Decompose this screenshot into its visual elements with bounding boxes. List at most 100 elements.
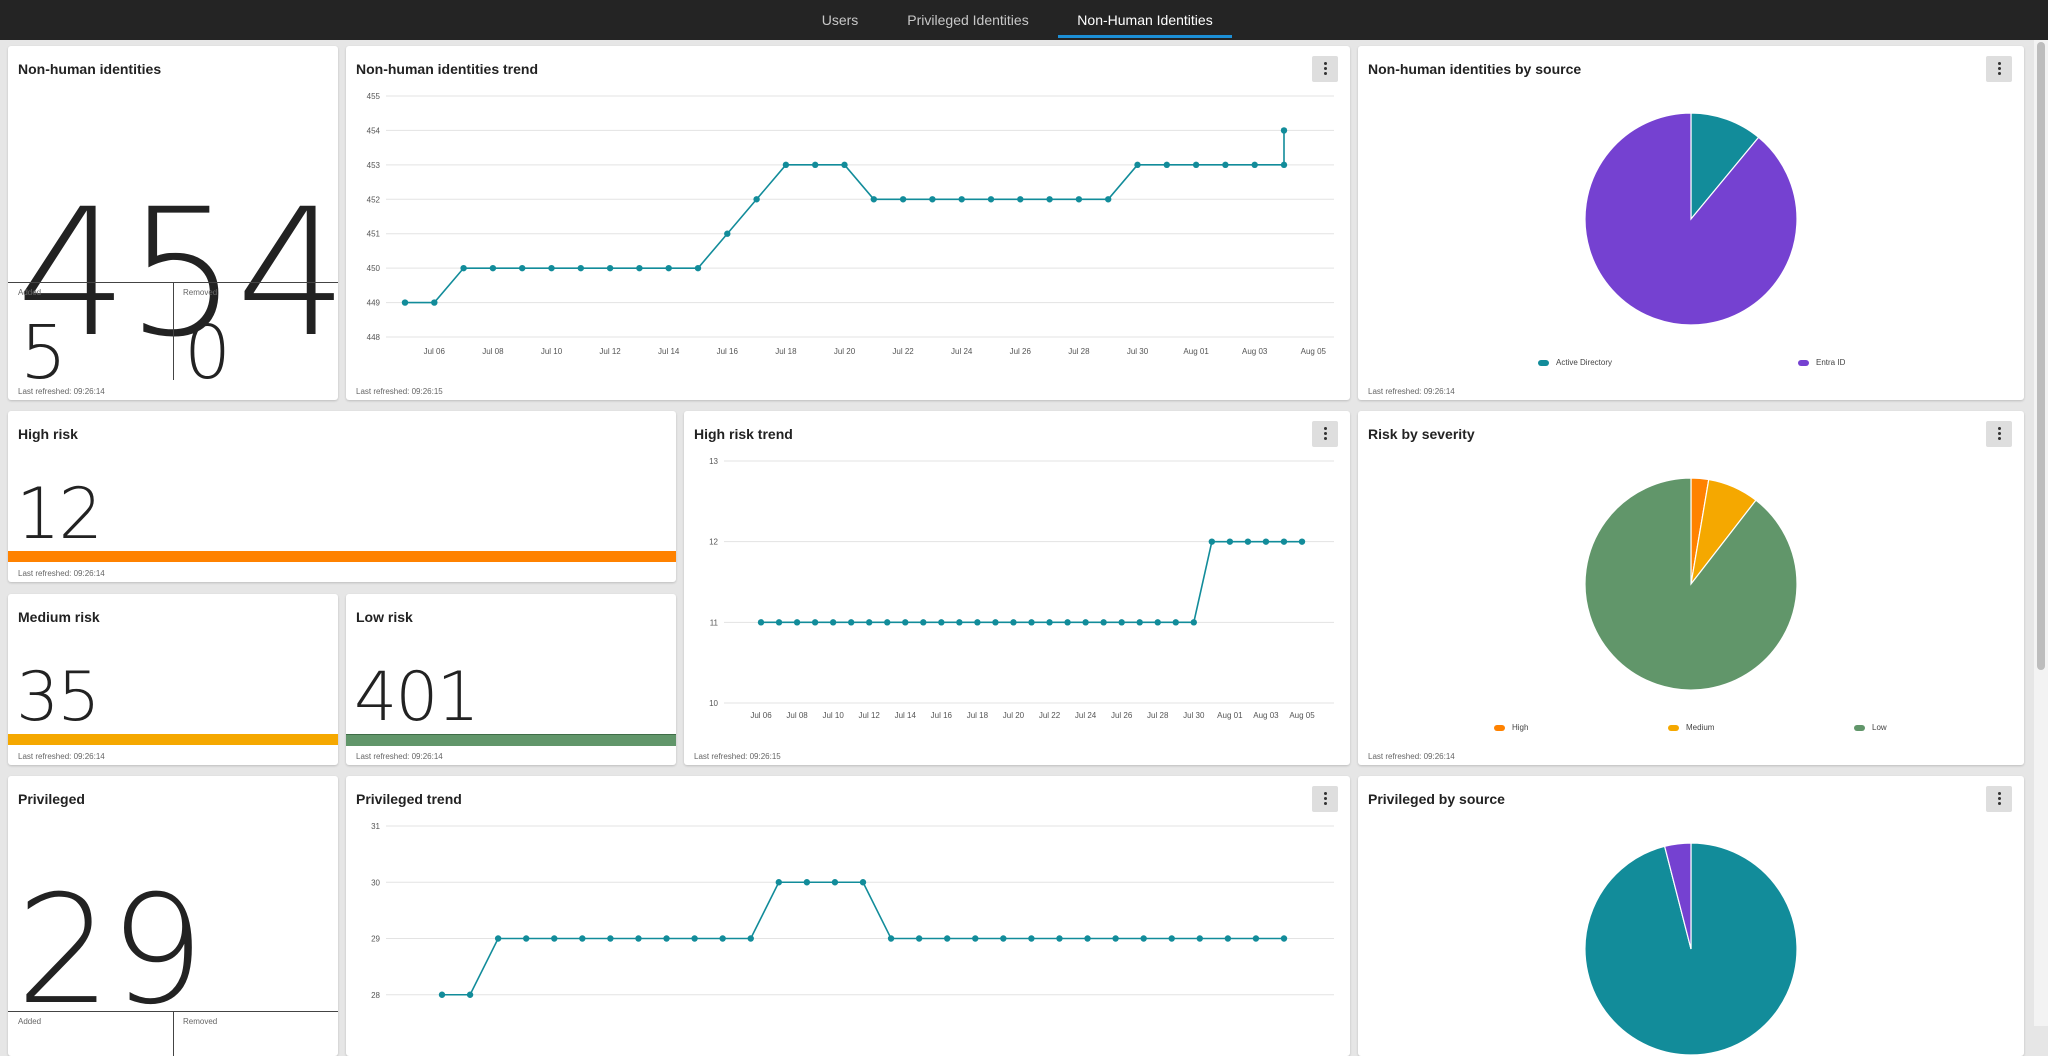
data-point[interactable] — [956, 619, 963, 626]
data-point[interactable] — [489, 264, 497, 272]
data-point[interactable] — [1190, 619, 1197, 626]
data-point[interactable] — [1172, 619, 1179, 626]
data-point[interactable] — [811, 619, 819, 626]
data-point[interactable] — [831, 879, 839, 886]
data-point[interactable] — [1208, 538, 1216, 545]
data-point[interactable] — [829, 619, 837, 626]
pie-slice[interactable] — [1584, 112, 1798, 326]
data-point[interactable] — [1298, 538, 1306, 545]
kebab-menu-icon[interactable] — [1312, 56, 1338, 82]
data-point[interactable] — [1064, 619, 1071, 626]
data-point[interactable] — [694, 264, 702, 272]
data-point[interactable] — [887, 935, 895, 942]
pie-slice[interactable] — [1584, 477, 1798, 691]
data-point[interactable] — [519, 264, 526, 272]
data-point[interactable] — [1192, 161, 1200, 169]
data-point[interactable] — [663, 935, 670, 942]
data-point[interactable] — [775, 619, 783, 626]
data-point[interactable] — [1112, 935, 1119, 942]
data-point[interactable] — [1134, 161, 1141, 169]
data-point[interactable] — [401, 299, 409, 306]
data-point[interactable] — [1028, 619, 1035, 626]
data-point[interactable] — [1010, 619, 1017, 626]
data-point[interactable] — [775, 879, 782, 886]
data-point[interactable] — [1262, 538, 1270, 545]
data-point[interactable] — [958, 196, 965, 203]
data-point[interactable] — [929, 196, 936, 203]
data-point[interactable] — [884, 619, 891, 626]
data-point[interactable] — [1046, 619, 1053, 626]
data-point[interactable] — [431, 299, 438, 306]
tab-users[interactable]: Users — [821, 12, 859, 28]
pie-slice[interactable] — [1663, 842, 1692, 950]
data-point[interactable] — [1196, 935, 1203, 942]
data-point[interactable] — [847, 619, 855, 626]
data-point[interactable] — [1140, 935, 1147, 942]
data-point[interactable] — [606, 264, 614, 272]
data-point[interactable] — [523, 935, 530, 942]
data-point[interactable] — [607, 935, 614, 942]
data-point[interactable] — [938, 619, 945, 626]
data-point[interactable] — [1100, 619, 1107, 626]
page-scrollbar-thumb[interactable] — [2037, 42, 2045, 670]
data-point[interactable] — [782, 161, 790, 169]
data-point[interactable] — [1118, 619, 1125, 626]
data-point[interactable] — [753, 196, 760, 203]
data-point[interactable] — [1280, 127, 1288, 134]
data-point[interactable] — [1226, 538, 1234, 545]
data-point[interactable] — [1222, 161, 1229, 169]
data-point[interactable] — [1105, 196, 1112, 203]
data-point[interactable] — [902, 619, 909, 626]
data-point[interactable] — [548, 264, 555, 272]
data-point[interactable] — [551, 935, 558, 942]
data-point[interactable] — [719, 935, 726, 942]
data-point[interactable] — [635, 935, 642, 942]
data-point[interactable] — [803, 879, 811, 886]
data-point[interactable] — [812, 161, 819, 169]
data-point[interactable] — [992, 619, 999, 626]
data-point[interactable] — [1244, 538, 1252, 545]
data-point[interactable] — [747, 935, 754, 942]
data-point[interactable] — [1251, 161, 1258, 169]
data-point[interactable] — [577, 264, 584, 272]
data-point[interactable] — [1224, 935, 1232, 942]
data-point[interactable] — [1168, 935, 1175, 942]
pie-slice[interactable] — [1690, 112, 1760, 221]
data-point[interactable] — [1028, 935, 1035, 942]
data-point[interactable] — [438, 991, 446, 998]
data-point[interactable] — [1252, 935, 1260, 942]
data-point[interactable] — [972, 935, 979, 942]
data-point[interactable] — [974, 619, 981, 626]
data-point[interactable] — [665, 264, 672, 272]
data-point[interactable] — [859, 879, 867, 886]
data-point[interactable] — [1163, 161, 1170, 169]
data-point[interactable] — [1280, 935, 1288, 942]
data-point[interactable] — [920, 619, 927, 626]
data-point[interactable] — [793, 619, 801, 626]
data-point[interactable] — [866, 619, 873, 626]
kebab-menu-icon[interactable] — [1312, 421, 1338, 447]
data-point[interactable] — [841, 161, 848, 169]
data-point[interactable] — [494, 935, 502, 942]
data-point[interactable] — [870, 196, 877, 203]
data-point[interactable] — [915, 935, 923, 942]
data-point[interactable] — [1136, 619, 1143, 626]
data-point[interactable] — [636, 264, 643, 272]
data-point[interactable] — [1154, 619, 1161, 626]
data-point[interactable] — [1084, 935, 1091, 942]
kebab-menu-icon[interactable] — [1986, 786, 2012, 812]
data-point[interactable] — [1280, 161, 1288, 169]
data-point[interactable] — [466, 991, 474, 998]
data-point[interactable] — [1000, 935, 1007, 942]
data-point[interactable] — [1017, 196, 1024, 203]
data-point[interactable] — [1046, 196, 1053, 203]
data-point[interactable] — [691, 935, 698, 942]
data-point[interactable] — [1082, 619, 1089, 626]
data-point[interactable] — [899, 196, 907, 203]
data-point[interactable] — [1075, 196, 1083, 203]
tab-non-human-identities[interactable]: Non-Human Identities — [1058, 0, 1232, 40]
data-point[interactable] — [1056, 935, 1063, 942]
kebab-menu-icon[interactable] — [1986, 421, 2012, 447]
data-point[interactable] — [579, 935, 586, 942]
data-point[interactable] — [460, 264, 467, 272]
